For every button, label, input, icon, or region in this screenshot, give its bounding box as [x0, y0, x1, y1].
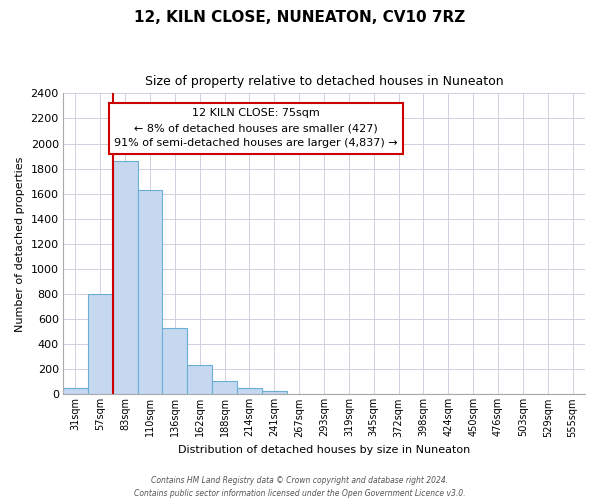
Bar: [137, 190, 163, 394]
Text: 12 KILN CLOSE: 75sqm
← 8% of detached houses are smaller (427)
91% of semi-detac: 12 KILN CLOSE: 75sqm ← 8% of detached ho…: [115, 108, 398, 148]
Y-axis label: Number of detached properties: Number of detached properties: [15, 156, 25, 332]
X-axis label: Distribution of detached houses by size in Nuneaton: Distribution of detached houses by size …: [178, 445, 470, 455]
Text: 12, KILN CLOSE, NUNEATON, CV10 7RZ: 12, KILN CLOSE, NUNEATON, CV10 7RZ: [134, 10, 466, 25]
Title: Size of property relative to detached houses in Nuneaton: Size of property relative to detached ho…: [145, 75, 503, 88]
Bar: [187, 365, 212, 394]
Bar: [212, 380, 237, 394]
Bar: [163, 328, 187, 394]
Bar: [237, 388, 262, 394]
Bar: [262, 390, 287, 394]
Bar: [63, 388, 88, 394]
Bar: [88, 294, 113, 394]
Bar: [113, 161, 137, 394]
Text: Contains HM Land Registry data © Crown copyright and database right 2024.
Contai: Contains HM Land Registry data © Crown c…: [134, 476, 466, 498]
